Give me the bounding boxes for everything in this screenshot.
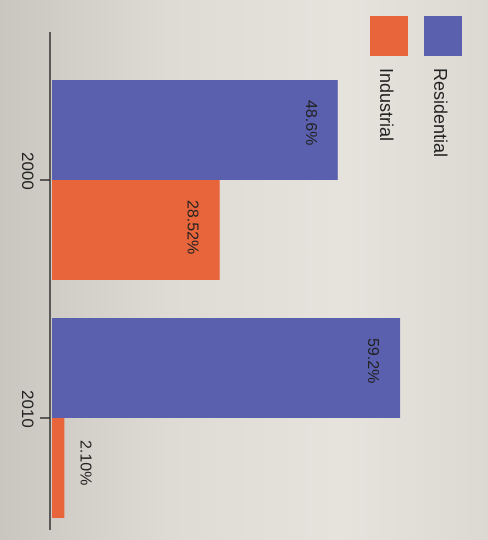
bar-value-label: 48.6% (302, 100, 319, 145)
legend-swatch-industrial (370, 16, 408, 56)
bar-industrial-2010 (52, 418, 65, 518)
legend-label-industrial: Industrial (376, 68, 396, 141)
bar-residential-2010 (52, 318, 401, 418)
bar-value-label: 2.10% (76, 440, 93, 485)
category-tick-label: 2000 (18, 152, 37, 190)
bar-value-label: 28.52% (184, 200, 201, 254)
legend-swatch-residential (424, 16, 462, 56)
bar-value-label: 59.2% (364, 338, 381, 383)
bar-residential-2000 (52, 80, 338, 180)
legend-label-residential: Residential (430, 68, 450, 157)
category-tick-label: 2010 (18, 390, 37, 428)
bar-industrial-2000 (52, 180, 220, 280)
